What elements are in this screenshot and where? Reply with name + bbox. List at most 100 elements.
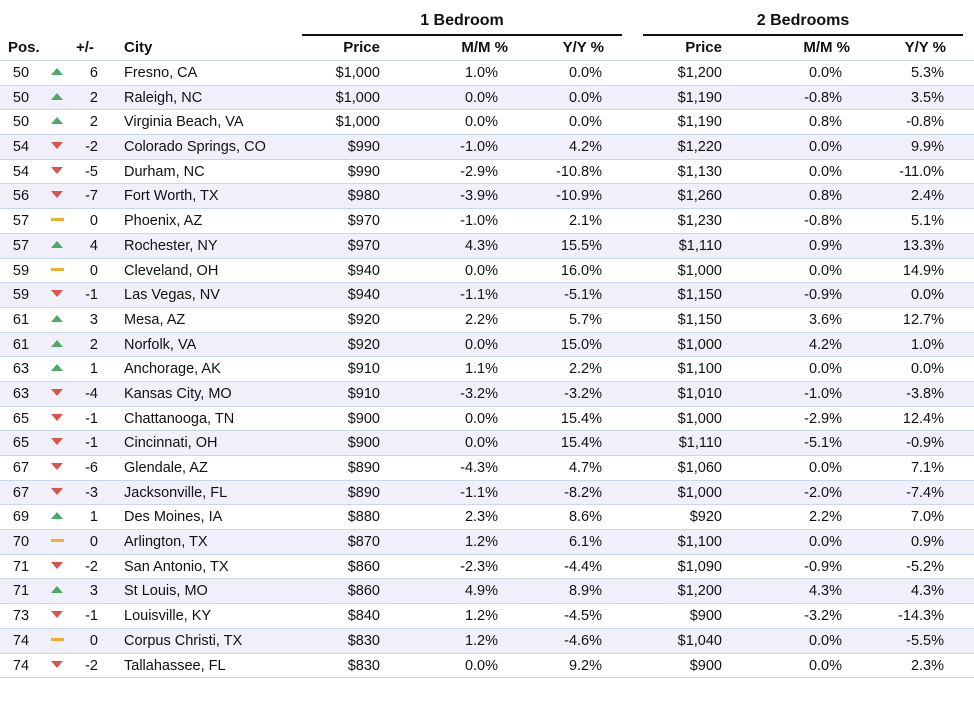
table-row: 59 -1 Las Vegas, NV $940 -1.1% -5.1% $1,150 -0.… — [0, 283, 974, 308]
pos-cell: 54 — [12, 139, 30, 156]
table-row: 74 -2 Tallahassee, FL $830 0.0% 9.2% $900 0.0% 2… — [0, 654, 974, 679]
2br-mm-cell: 0.8% — [808, 188, 842, 205]
pos-cell: 57 — [12, 237, 30, 254]
city-cell: Colorado Springs, CO — [124, 139, 266, 156]
1br-price-cell: $1,000 — [335, 89, 380, 106]
trend-up-icon — [51, 68, 65, 78]
1br-yy-cell: 0.0% — [568, 114, 602, 131]
1br-price-cell: $900 — [347, 435, 380, 452]
2br-yy-cell: -0.9% — [906, 435, 944, 452]
2br-mm-cell: -1.0% — [804, 385, 842, 402]
2br-price-cell: $1,200 — [677, 583, 722, 600]
1br-mm-cell: 0.0% — [464, 114, 498, 131]
2br-yy-cell: 0.0% — [910, 287, 944, 304]
pos-cell: 59 — [12, 287, 30, 304]
2br-mm-cell: 4.3% — [808, 583, 842, 600]
2br-price-cell: $1,000 — [677, 262, 722, 279]
pos-cell: 69 — [12, 509, 30, 526]
header-city: City — [124, 39, 153, 56]
pos-cell: 71 — [12, 558, 30, 575]
2br-mm-cell: -2.0% — [804, 484, 842, 501]
change-cell: -1 — [85, 435, 98, 452]
1br-yy-cell: -10.9% — [556, 188, 602, 205]
1br-mm-cell: 1.2% — [464, 534, 498, 551]
1br-mm-cell: -3.9% — [460, 188, 498, 205]
trend-up-icon — [51, 339, 65, 350]
city-cell: Virginia Beach, VA — [124, 114, 244, 131]
1br-mm-cell: 2.3% — [464, 509, 498, 526]
1br-mm-cell: 1.0% — [464, 65, 498, 81]
1br-yy-cell: 4.7% — [568, 460, 602, 476]
1br-mm-cell: 4.3% — [464, 237, 498, 254]
table-row: 57 4 Rochester, NY $970 4.3% 15.5% $1,110 0.9% 1… — [0, 233, 974, 259]
2br-price-cell: $1,230 — [677, 213, 722, 230]
2br-mm-cell: 0.0% — [808, 361, 842, 378]
2br-price-cell: $1,190 — [677, 114, 722, 131]
pos-cell: 67 — [12, 460, 30, 476]
table-row: 56 -7 Fort Worth, TX $980 -3.9% -10.9% $1,260 0… — [0, 184, 974, 210]
2br-price-cell: $1,000 — [677, 484, 722, 501]
change-cell: -1 — [85, 608, 98, 625]
pos-cell: 65 — [12, 410, 30, 427]
1br-yy-cell: -4.5% — [564, 608, 602, 625]
1br-mm-cell: 0.0% — [464, 657, 498, 674]
pos-cell: 63 — [12, 385, 30, 402]
2br-price-cell: $1,040 — [677, 632, 722, 649]
2br-yy-cell: 12.4% — [902, 410, 944, 427]
city-cell: St Louis, MO — [124, 583, 208, 600]
1br-yy-cell: 4.2% — [568, 139, 602, 156]
1br-mm-cell: 4.9% — [464, 583, 498, 600]
change-cell: -2 — [85, 558, 98, 575]
change-cell: 1 — [89, 509, 98, 526]
2br-mm-cell: 0.0% — [808, 460, 842, 476]
1br-yy-cell: 15.0% — [560, 336, 602, 353]
2br-yy-cell: -3.8% — [906, 385, 944, 402]
trend-down-icon — [51, 611, 65, 621]
change-cell: -2 — [85, 139, 98, 156]
trend-up-icon — [51, 240, 65, 251]
1br-price-cell: $910 — [347, 385, 380, 402]
table-row: 71 -2 San Antonio, TX $860 -2.3% -4.4% $1,090 -… — [0, 555, 974, 580]
2br-mm-cell: 0.9% — [808, 237, 842, 254]
1br-price-cell: $890 — [347, 460, 380, 476]
2br-price-cell: $1,200 — [677, 65, 722, 81]
1br-price-cell: $970 — [347, 213, 380, 230]
table-row: 61 2 Norfolk, VA $920 0.0% 15.0% $1,000 4.2% 1.0… — [0, 332, 974, 358]
2br-price-cell: $1,150 — [677, 287, 722, 304]
column-header-row: Pos. +/- City Price M/M % Y/Y % Price M/… — [0, 36, 974, 61]
2br-price-cell: $1,110 — [678, 435, 722, 452]
1br-price-cell: $980 — [347, 188, 380, 205]
pos-cell: 63 — [12, 361, 30, 378]
2br-yy-cell: 0.0% — [910, 361, 944, 378]
header-1br-price: Price — [343, 39, 380, 56]
1br-mm-cell: -3.2% — [460, 385, 498, 402]
city-cell: Las Vegas, NV — [124, 287, 220, 304]
2br-price-cell: $1,220 — [677, 139, 722, 156]
pos-cell: 67 — [12, 484, 30, 501]
city-cell: Norfolk, VA — [124, 336, 197, 353]
2br-yy-cell: -7.4% — [906, 484, 944, 501]
city-cell: Jacksonville, FL — [124, 484, 228, 501]
2br-mm-cell: -2.9% — [804, 410, 842, 427]
change-cell: 2 — [89, 114, 98, 131]
city-cell: Cleveland, OH — [124, 262, 219, 279]
change-cell: -6 — [85, 460, 98, 476]
table-row: 63 -4 Kansas City, MO $910 -3.2% -3.2% $1,010 -… — [0, 381, 974, 407]
table-row: 63 1 Anchorage, AK $910 1.1% 2.2% $1,100 0.0% 0.… — [0, 357, 974, 382]
2br-price-cell: $900 — [689, 608, 722, 625]
1br-yy-cell: -4.4% — [564, 558, 602, 575]
table-row: 73 -1 Louisville, KY $840 1.2% -4.5% $900 -3.2%… — [0, 604, 974, 629]
1br-price-cell: $900 — [347, 410, 380, 427]
2br-mm-cell: 0.0% — [808, 632, 842, 649]
1br-mm-cell: 0.0% — [464, 262, 498, 279]
city-cell: Rochester, NY — [124, 237, 218, 254]
pos-cell: 65 — [12, 435, 30, 452]
1br-price-cell: $840 — [347, 608, 380, 625]
1br-price-cell: $990 — [347, 139, 380, 156]
2br-mm-cell: 4.2% — [808, 336, 842, 353]
2br-yy-cell: 0.9% — [910, 534, 944, 551]
1br-yy-cell: 6.1% — [568, 534, 602, 551]
1br-price-cell: $830 — [347, 657, 380, 674]
change-cell: -1 — [85, 410, 98, 427]
pos-cell: 71 — [12, 583, 30, 600]
